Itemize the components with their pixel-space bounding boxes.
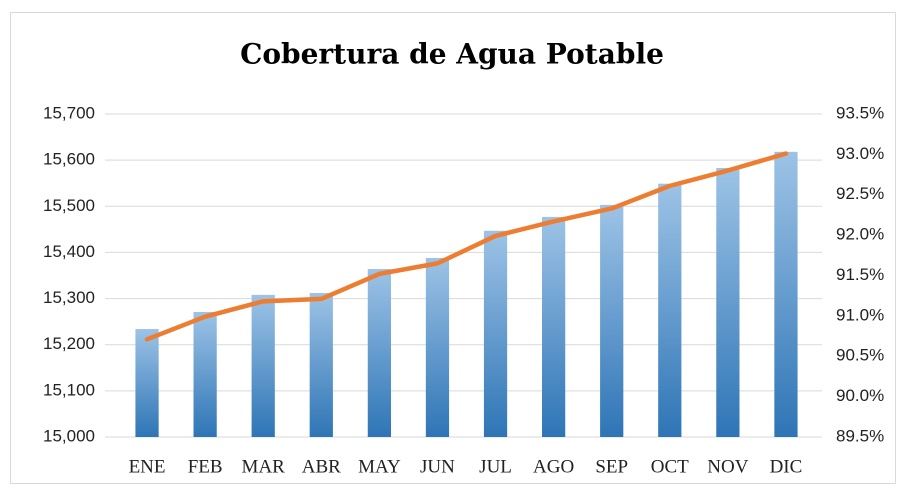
- bar: [600, 204, 624, 437]
- y2-tick-label: 91.5%: [836, 265, 884, 284]
- x-tick-label: ENE: [129, 456, 166, 477]
- y2-tick-label: 90.0%: [836, 386, 884, 405]
- bar: [483, 230, 508, 437]
- x-tick-label: DIC: [770, 456, 803, 477]
- bar: [367, 269, 391, 437]
- bar: [251, 294, 275, 437]
- bar: [716, 167, 740, 438]
- x-tick-label: ABR: [302, 456, 341, 477]
- chart-title: Cobertura de Agua Potable: [240, 38, 664, 71]
- x-tick-label: SEP: [595, 456, 628, 477]
- bar: [425, 257, 450, 437]
- y2-tick-label: 91.0%: [836, 305, 884, 324]
- x-tick-label: MAY: [358, 456, 401, 477]
- y-tick-label: 15,400: [43, 242, 95, 261]
- y-tick-label: 15,200: [43, 334, 95, 353]
- y-tick-label: 15,700: [43, 103, 95, 122]
- x-tick-label: OCT: [651, 456, 689, 477]
- bar: [658, 183, 682, 437]
- bar: [135, 329, 159, 437]
- y2-tick-label: 92.0%: [836, 225, 884, 244]
- bar: [542, 216, 566, 437]
- x-tick-label: FEB: [188, 456, 223, 477]
- x-tick-label: JUL: [479, 456, 512, 477]
- x-tick-label: MAR: [242, 456, 286, 477]
- bar: [309, 293, 333, 437]
- x-tick-label: AGO: [533, 456, 574, 477]
- y2-tick-label: 93.5%: [836, 103, 884, 122]
- y2-tick-label: 89.5%: [836, 426, 884, 445]
- bar: [774, 151, 798, 437]
- x-tick-label: JUN: [420, 456, 455, 477]
- bar: [193, 311, 217, 437]
- y2-tick-label: 92.5%: [836, 184, 884, 203]
- y-tick-label: 15,600: [43, 150, 95, 169]
- y2-tick-label: 90.5%: [836, 346, 884, 365]
- y-tick-label: 15,500: [43, 196, 95, 215]
- y-tick-label: 15,100: [43, 380, 95, 399]
- y-tick-label: 15,000: [43, 426, 95, 445]
- y-tick-label: 15,300: [43, 288, 95, 307]
- line: [144, 151, 789, 342]
- x-tick-label: NOV: [707, 456, 748, 477]
- y2-tick-label: 93.0%: [836, 144, 884, 163]
